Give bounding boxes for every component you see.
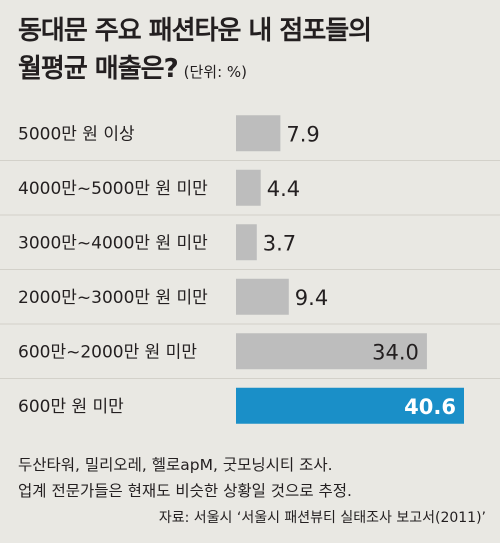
bar — [236, 224, 257, 261]
title-block: 동대문 주요 패션타운 내 점포들의 월평균 매출은? (단위: %) — [18, 12, 488, 91]
bar-chart: 5000만 원 이상 7.9 4000만~5000만 원 미만 4.4 3000만~40… — [0, 115, 500, 424]
category-label: 600만 원 미만 — [18, 397, 124, 417]
bar — [236, 278, 289, 315]
value-label: 34.0 — [372, 340, 419, 364]
value-label: 4.4 — [267, 177, 300, 201]
chart-title-text: 월평균 매출은? — [18, 54, 179, 84]
chart-notes: 두산타워, 밀리오레, 헬로apM, 굿모닝시티 조사. 업계 전문가들은 현재… — [18, 452, 488, 504]
category-label: 5000만 원 이상 — [18, 124, 135, 144]
bar — [236, 115, 281, 152]
note-line-2: 업계 전문가들은 현재도 비슷한 상황일 것으로 추정. — [18, 482, 352, 500]
bar — [236, 333, 427, 370]
unit-label: (단위: %) — [183, 63, 248, 81]
value-label: 40.6 — [404, 395, 456, 419]
category-label: 3000만~4000만 원 미만 — [18, 233, 208, 253]
category-label: 2000만~3000만 원 미만 — [18, 288, 208, 308]
value-label: 7.9 — [286, 122, 319, 146]
bar-highlight — [236, 387, 464, 424]
note-line-1: 두산타워, 밀리오레, 헬로apM, 굿모닝시티 조사. — [18, 456, 333, 474]
bar — [236, 169, 261, 206]
chart-title-line2: 월평균 매출은? (단위: %) — [18, 50, 488, 91]
value-label: 9.4 — [295, 286, 328, 310]
category-label: 4000만~5000만 원 미만 — [18, 179, 208, 199]
source-credit: 자료: 서울시 ‘서울시 패션뷰티 실태조사 보고서(2011)’ — [158, 510, 486, 526]
category-label: 600만~2000만 원 미만 — [18, 342, 197, 362]
value-label: 3.7 — [263, 231, 296, 255]
chart-title-line1: 동대문 주요 패션타운 내 점포들의 — [18, 16, 372, 46]
